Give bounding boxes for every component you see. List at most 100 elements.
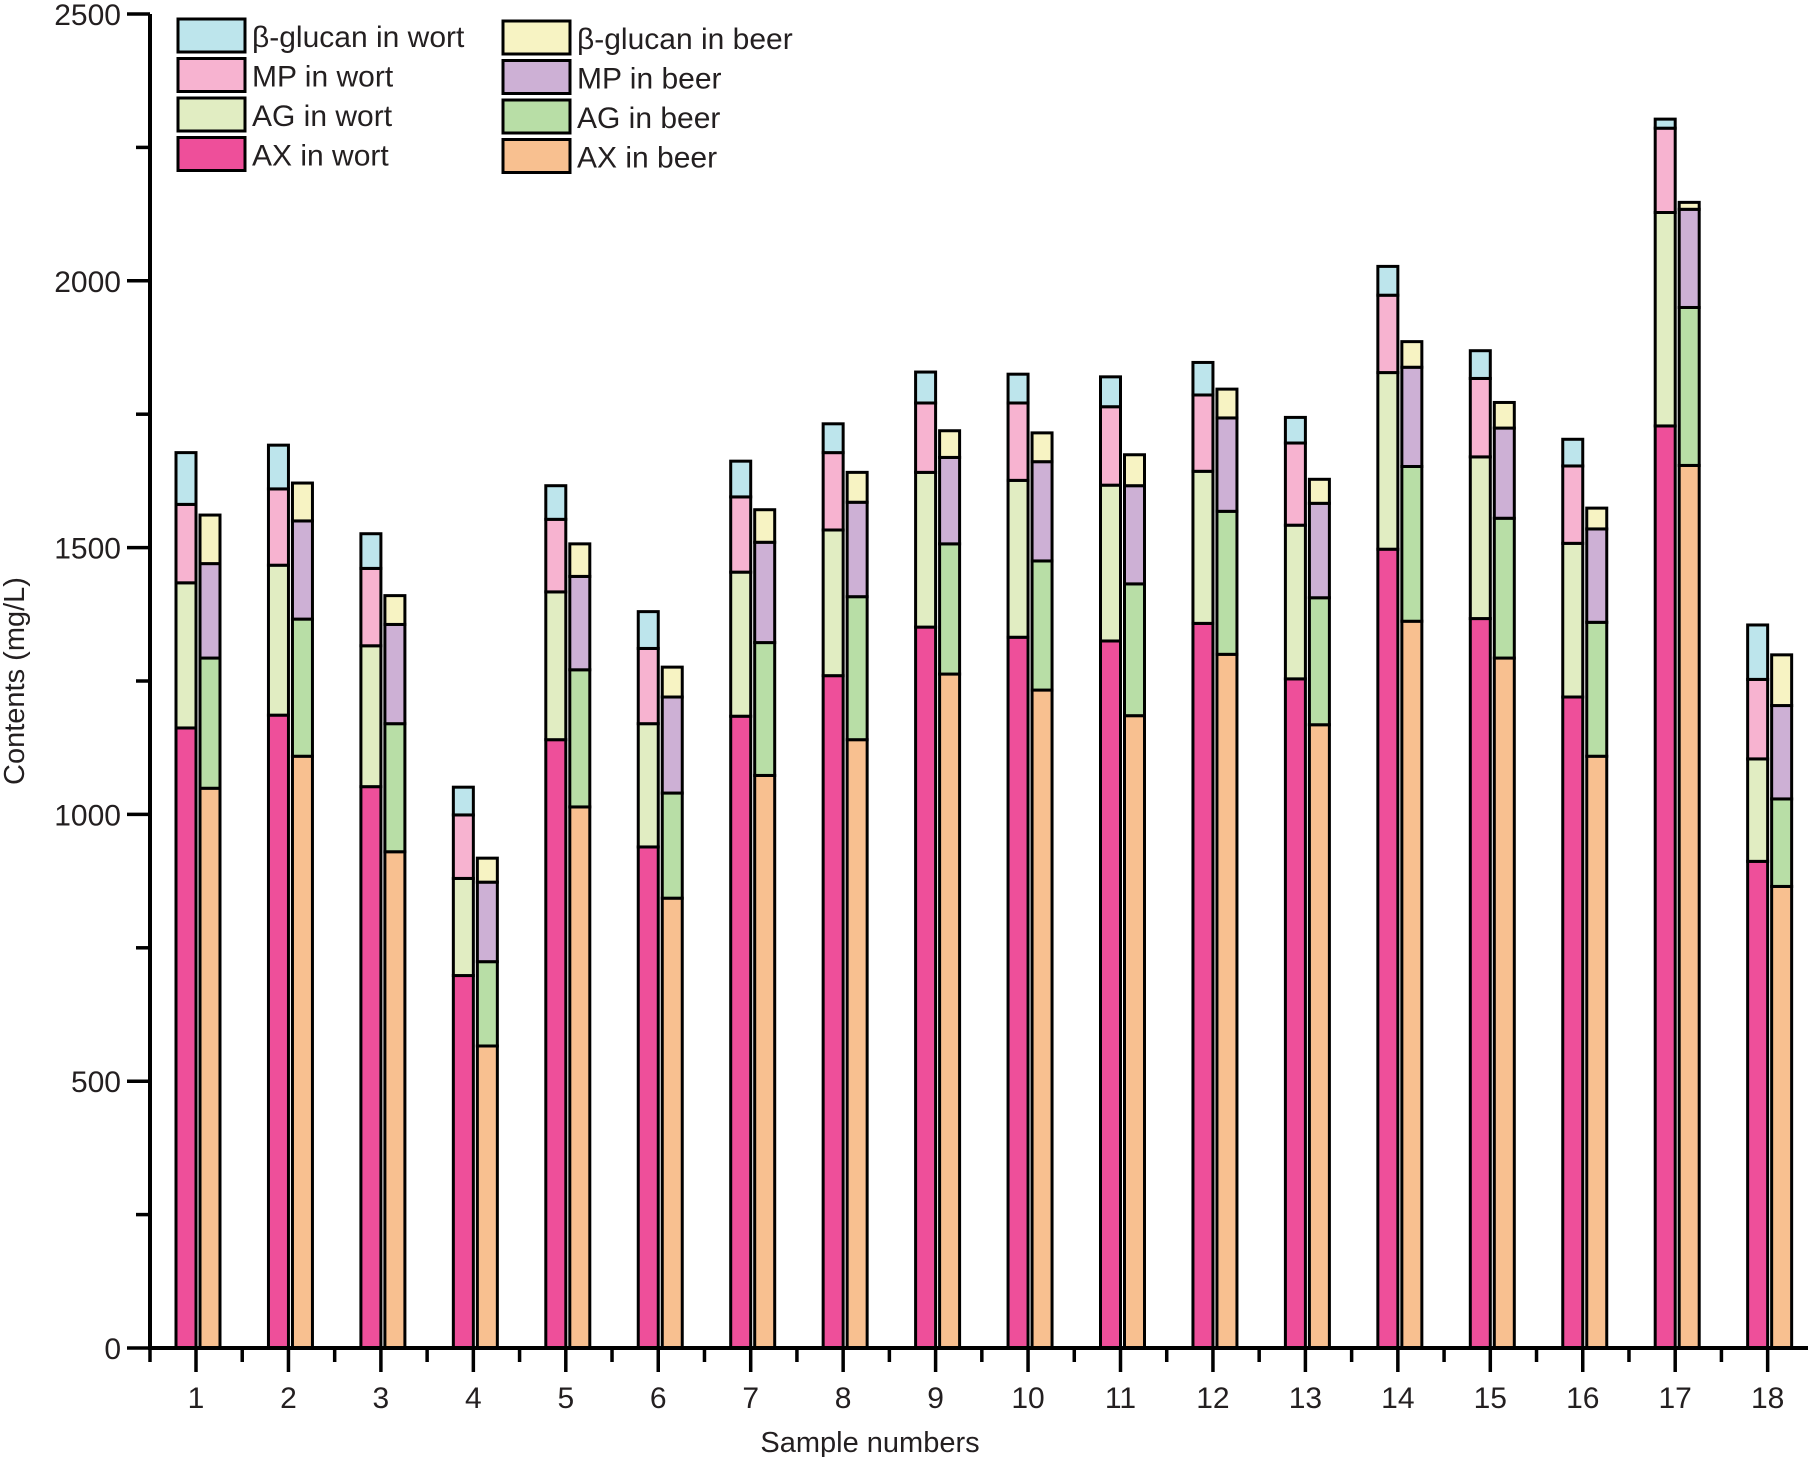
bar-mp-in-wort-sample-18 bbox=[1746, 677, 1770, 761]
bar-ag-in-beer-sample-14 bbox=[1400, 464, 1424, 623]
x-tick-label: 14 bbox=[1381, 1382, 1414, 1415]
bar-ax-in-beer-sample-13 bbox=[1307, 723, 1331, 1350]
bar-ag-in-wort-sample-13 bbox=[1283, 523, 1307, 681]
bar-ag-in-beer-sample-12 bbox=[1215, 509, 1239, 656]
bar-beta-glucan-in-wort-sample-2 bbox=[266, 443, 290, 491]
bar-beta-glucan-in-beer-sample-15 bbox=[1492, 400, 1516, 430]
bar-ax-in-wort-sample-8 bbox=[821, 674, 845, 1350]
bar-mp-in-beer-sample-10 bbox=[1030, 460, 1054, 563]
bar-ag-in-wort-sample-15 bbox=[1468, 455, 1492, 621]
bar-ax-in-wort-sample-9 bbox=[914, 625, 938, 1350]
bar-ax-in-wort-sample-11 bbox=[1099, 639, 1122, 1350]
bar-mp-in-beer-sample-1 bbox=[198, 562, 222, 660]
bar-ax-in-wort-sample-14 bbox=[1376, 547, 1400, 1350]
bar-beta-glucan-in-beer-sample-1 bbox=[198, 513, 222, 566]
bar-ax-in-wort-sample-6 bbox=[636, 845, 660, 1350]
bar-beta-glucan-in-beer-sample-18 bbox=[1770, 653, 1794, 708]
bar-beta-glucan-in-beer-sample-7 bbox=[753, 508, 777, 544]
bar-ax-in-beer-sample-17 bbox=[1677, 463, 1701, 1350]
x-tick-label: 5 bbox=[557, 1382, 574, 1415]
bar-mp-in-beer-sample-18 bbox=[1770, 704, 1794, 801]
bar-beta-glucan-in-wort-sample-4 bbox=[451, 785, 475, 817]
bar-mp-in-wort-sample-4 bbox=[451, 813, 475, 880]
x-tick-label: 9 bbox=[927, 1382, 944, 1415]
bar-ax-in-wort-sample-13 bbox=[1283, 677, 1307, 1350]
bar-ax-in-beer-sample-5 bbox=[568, 805, 592, 1350]
x-tick-label: 1 bbox=[188, 1382, 205, 1415]
bar-beta-glucan-in-wort-sample-8 bbox=[821, 422, 845, 455]
bar-mp-in-beer-sample-7 bbox=[753, 540, 777, 645]
bar-mp-in-wort-sample-1 bbox=[174, 502, 198, 585]
bar-beta-glucan-in-beer-sample-5 bbox=[568, 542, 592, 578]
bar-ax-in-wort-sample-15 bbox=[1468, 617, 1492, 1350]
x-tick-label: 6 bbox=[650, 1382, 667, 1415]
bar-ax-in-beer-sample-10 bbox=[1030, 688, 1054, 1350]
bar-mp-in-beer-sample-13 bbox=[1307, 501, 1331, 600]
y-axis-title: Contents (mg/L) bbox=[0, 577, 31, 785]
bar-ag-in-beer-sample-1 bbox=[198, 656, 222, 790]
legend-swatch-beta-glucan-in-beer bbox=[501, 19, 572, 56]
bar-mp-in-wort-sample-7 bbox=[729, 495, 753, 574]
bar-ag-in-beer-sample-2 bbox=[290, 617, 314, 758]
bars-layer bbox=[174, 117, 1794, 1350]
bar-ag-in-beer-sample-15 bbox=[1492, 516, 1516, 660]
bar-ag-in-wort-sample-3 bbox=[359, 644, 383, 789]
bar-ag-in-wort-sample-6 bbox=[636, 722, 660, 849]
bar-ag-in-beer-sample-13 bbox=[1307, 596, 1331, 727]
bar-beta-glucan-in-wort-sample-17 bbox=[1653, 117, 1677, 130]
bar-mp-in-beer-sample-11 bbox=[1123, 484, 1146, 586]
bar-beta-glucan-in-beer-sample-12 bbox=[1215, 387, 1239, 420]
bar-ax-in-beer-sample-16 bbox=[1585, 754, 1609, 1350]
bar-ax-in-wort-sample-16 bbox=[1561, 695, 1585, 1350]
x-tick-label: 12 bbox=[1196, 1382, 1229, 1415]
bar-ag-in-wort-sample-1 bbox=[174, 581, 198, 730]
legend-label-beta-glucan-in-wort: β-glucan in wort bbox=[252, 21, 465, 54]
bar-ag-in-wort-sample-9 bbox=[914, 470, 938, 629]
bar-ag-in-wort-sample-18 bbox=[1746, 757, 1770, 863]
bar-beta-glucan-in-wort-sample-11 bbox=[1099, 375, 1122, 409]
legend-label-mp-in-beer: MP in beer bbox=[577, 63, 722, 96]
legend-label-ag-in-beer: AG in beer bbox=[577, 102, 720, 135]
legend-label-ax-in-beer: AX in beer bbox=[577, 142, 717, 175]
legend-swatch-mp-in-beer bbox=[501, 59, 572, 95]
bar-ax-in-wort-sample-4 bbox=[451, 974, 475, 1350]
legend-label-ax-in-wort: AX in wort bbox=[252, 140, 389, 173]
y-tick-label: 1000 bbox=[54, 799, 121, 832]
bar-ag-in-beer-sample-11 bbox=[1123, 582, 1146, 718]
bar-ag-in-beer-sample-17 bbox=[1677, 305, 1701, 467]
x-tick-label: 13 bbox=[1289, 1382, 1322, 1415]
bar-beta-glucan-in-wort-sample-13 bbox=[1283, 415, 1307, 445]
bar-ag-in-beer-sample-5 bbox=[568, 668, 592, 809]
bar-beta-glucan-in-wort-sample-10 bbox=[1006, 372, 1030, 405]
bar-beta-glucan-in-wort-sample-5 bbox=[544, 484, 568, 521]
bar-ax-in-beer-sample-4 bbox=[475, 1044, 499, 1350]
x-tick-label: 18 bbox=[1751, 1382, 1784, 1415]
bar-ax-in-beer-sample-3 bbox=[383, 850, 407, 1350]
legend-label-beta-glucan-in-beer: β-glucan in beer bbox=[577, 23, 793, 56]
bar-ag-in-wort-sample-2 bbox=[266, 563, 290, 717]
bar-ag-in-beer-sample-10 bbox=[1030, 559, 1054, 692]
bar-mp-in-beer-sample-5 bbox=[568, 574, 592, 672]
bar-mp-in-wort-sample-10 bbox=[1006, 401, 1030, 482]
bar-beta-glucan-in-wort-sample-6 bbox=[636, 610, 660, 650]
bar-ax-in-wort-sample-12 bbox=[1191, 621, 1215, 1350]
bar-beta-glucan-in-beer-sample-11 bbox=[1123, 453, 1146, 488]
x-axis-title: Sample numbers bbox=[760, 1427, 979, 1457]
bar-mp-in-wort-sample-11 bbox=[1099, 405, 1122, 487]
bar-mp-in-beer-sample-9 bbox=[938, 455, 962, 546]
bar-beta-glucan-in-wort-sample-16 bbox=[1561, 437, 1585, 468]
bar-ag-in-beer-sample-8 bbox=[845, 595, 869, 742]
bar-beta-glucan-in-beer-sample-16 bbox=[1585, 506, 1609, 531]
bar-beta-glucan-in-wort-sample-18 bbox=[1746, 623, 1770, 681]
bar-mp-in-beer-sample-16 bbox=[1585, 527, 1609, 624]
bar-ag-in-wort-sample-4 bbox=[451, 876, 475, 978]
bar-beta-glucan-in-beer-sample-13 bbox=[1307, 477, 1331, 505]
y-ticks: 0 500 1000 1500 2000 2500 bbox=[54, 0, 150, 1366]
bar-beta-glucan-in-beer-sample-9 bbox=[938, 429, 962, 459]
bar-beta-glucan-in-wort-sample-12 bbox=[1191, 360, 1215, 397]
bar-ax-in-beer-sample-15 bbox=[1492, 656, 1516, 1350]
bar-ax-in-beer-sample-12 bbox=[1215, 652, 1239, 1350]
bar-ax-in-beer-sample-18 bbox=[1770, 884, 1794, 1350]
bar-beta-glucan-in-wort-sample-1 bbox=[174, 451, 198, 506]
